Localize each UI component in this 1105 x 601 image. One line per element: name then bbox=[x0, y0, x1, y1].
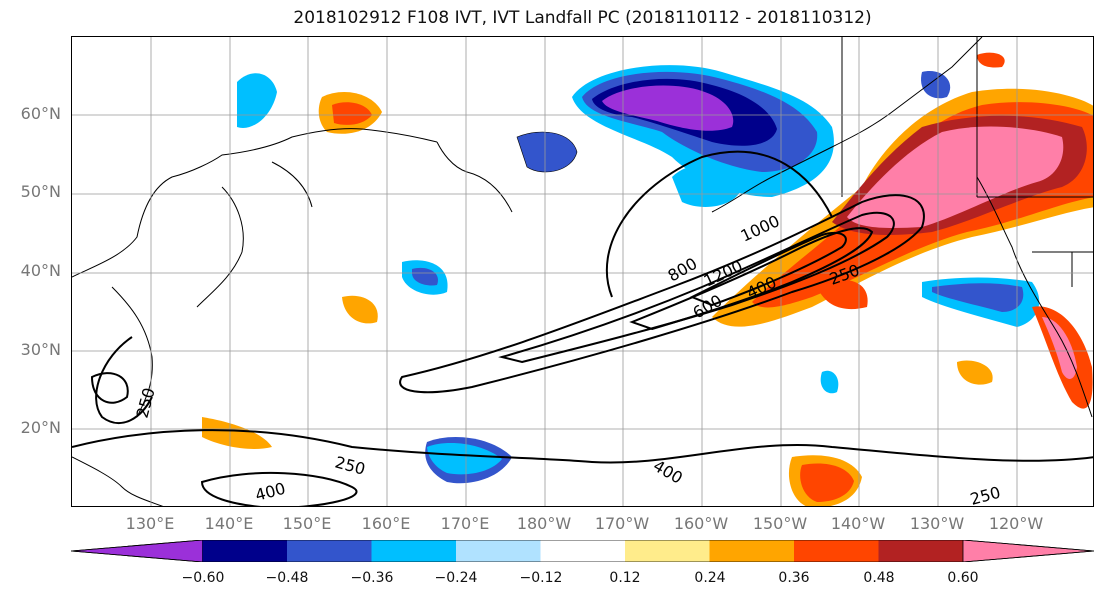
colorbar-tick-8: 0.36 bbox=[778, 570, 810, 586]
colorbar-tick-6: 0.12 bbox=[609, 570, 641, 586]
lat-label-60n: 60°N bbox=[20, 104, 61, 123]
lat-label-30n: 30°N bbox=[20, 340, 61, 359]
contour-label-1200: 1200 bbox=[701, 256, 746, 290]
colorbar-segment-3 bbox=[287, 540, 372, 562]
lat-label-50n: 50°N bbox=[20, 182, 61, 201]
contour-label-250-west: 250 bbox=[133, 386, 159, 420]
colorbar-segment-9 bbox=[794, 540, 879, 562]
colorbar-segment-6 bbox=[540, 540, 626, 562]
colorbar-segment-1 bbox=[71, 540, 203, 562]
contour-label-250-southeast: 250 bbox=[968, 483, 1002, 507]
lat-label-40n: 40°N bbox=[20, 261, 61, 280]
map-panel: 1000 800 1200 600 400 250 250 250 400 40… bbox=[71, 36, 1094, 507]
lon-label-170w: 170°W bbox=[594, 514, 650, 533]
lon-label-170e: 170°E bbox=[440, 514, 490, 533]
colorbar-segment-8 bbox=[709, 540, 795, 562]
colorbar-tick-10: 0.60 bbox=[947, 570, 979, 586]
colorbar-tick-7: 0.24 bbox=[694, 570, 726, 586]
positive-anomaly-shading bbox=[202, 52, 1093, 506]
colorbar-tick-5: −0.12 bbox=[519, 570, 563, 586]
lon-label-120w: 120°W bbox=[988, 514, 1044, 533]
lon-label-140w: 140°W bbox=[830, 514, 886, 533]
contour-label-800: 800 bbox=[665, 254, 701, 286]
lon-label-130w: 130°W bbox=[909, 514, 965, 533]
contour-label-250-south: 250 bbox=[333, 453, 367, 479]
contour-label-400-southwest: 400 bbox=[253, 479, 287, 505]
colorbar-tick-2: −0.48 bbox=[265, 570, 309, 586]
colorbar-segment-10 bbox=[878, 540, 964, 562]
lon-label-130e: 130°E bbox=[125, 514, 175, 533]
negative-anomaly-shading bbox=[237, 65, 1040, 484]
lon-label-150e: 150°E bbox=[282, 514, 332, 533]
gridlines bbox=[72, 37, 1093, 506]
colorbar-tick-4: −0.24 bbox=[434, 570, 478, 586]
lon-label-150w: 150°W bbox=[752, 514, 808, 533]
colorbar-tick-9: 0.48 bbox=[863, 570, 895, 586]
colorbar-segment-11 bbox=[962, 540, 1094, 562]
colorbar-canvas bbox=[71, 540, 1094, 562]
colorbar-tick-3: −0.36 bbox=[350, 570, 394, 586]
colorbar-segment-4 bbox=[371, 540, 457, 562]
contour-label-1000: 1000 bbox=[738, 211, 783, 245]
colorbar-segment-7 bbox=[625, 540, 710, 562]
lon-label-160w: 160°W bbox=[673, 514, 729, 533]
colorbar-segment-5 bbox=[456, 540, 541, 562]
colorbar-segment-2 bbox=[202, 540, 288, 562]
lat-label-20n: 20°N bbox=[20, 418, 61, 437]
colorbar bbox=[71, 540, 1094, 562]
coastlines bbox=[72, 37, 1093, 506]
map-canvas: 1000 800 1200 600 400 250 250 250 400 40… bbox=[72, 37, 1093, 507]
ivt-contours bbox=[72, 150, 1093, 506]
lon-label-140e: 140°E bbox=[204, 514, 254, 533]
colorbar-tick-1: −0.60 bbox=[181, 570, 225, 586]
map-title: 2018102912 F108 IVT, IVT Landfall PC (20… bbox=[293, 8, 872, 28]
lon-label-160e: 160°E bbox=[361, 514, 411, 533]
lon-label-180w: 180°W bbox=[516, 514, 572, 533]
